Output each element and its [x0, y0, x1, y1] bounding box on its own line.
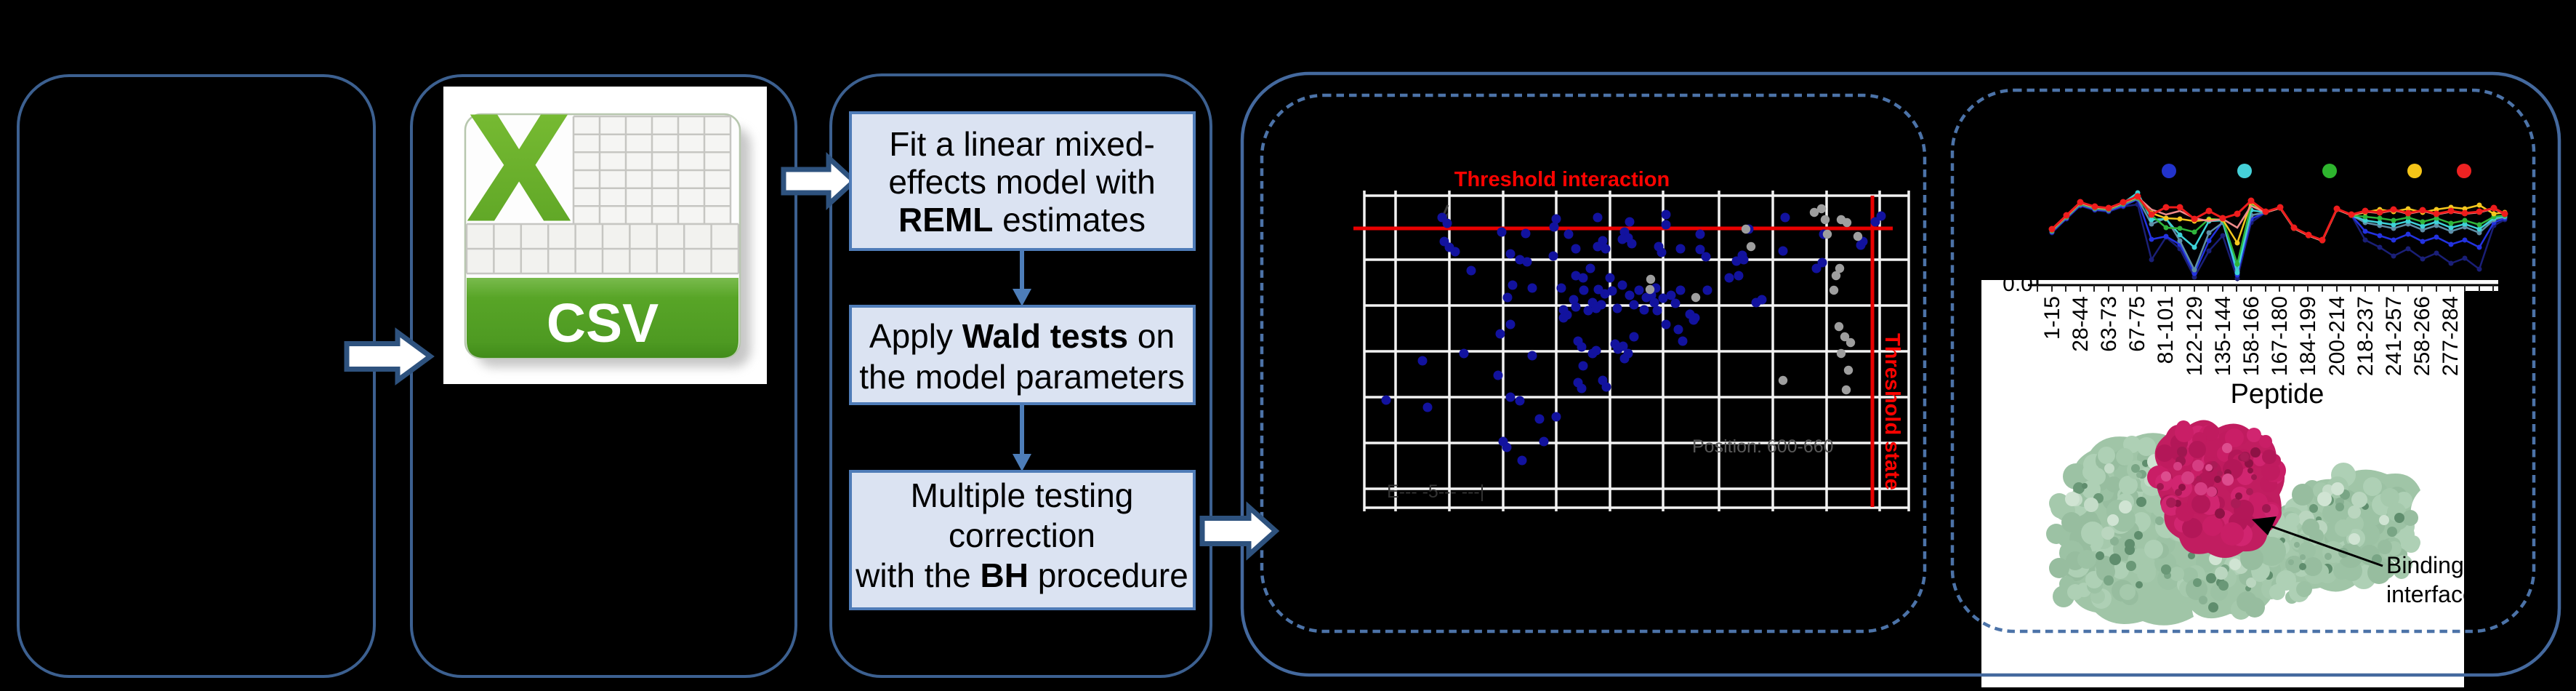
svg-text:63-73: 63-73 — [2097, 296, 2121, 352]
svg-text:81-101: 81-101 — [2154, 296, 2178, 364]
svg-text:258-266: 258-266 — [2410, 296, 2434, 376]
svg-text:Position: 600-660: Position: 600-660 — [1692, 436, 1834, 457]
svg-text:Binding: Binding — [2386, 552, 2464, 578]
svg-text:interface: interface — [2386, 581, 2476, 607]
svg-text:1-15: 1-15 — [2040, 296, 2064, 340]
svg-text:correction: correction — [949, 516, 1095, 554]
svg-text:167-180: 167-180 — [2268, 296, 2292, 376]
svg-text:158-166: 158-166 — [2239, 296, 2263, 376]
svg-text:Threshold state: Threshold state — [1880, 333, 1904, 490]
svg-text:0.0: 0.0 — [2003, 272, 2033, 296]
svg-text:Fit a linear mixed-: Fit a linear mixed- — [889, 125, 1155, 163]
svg-text:CSV: CSV — [547, 292, 659, 354]
svg-text:122-129: 122-129 — [2183, 296, 2207, 376]
svg-text:28-44: 28-44 — [2069, 296, 2093, 352]
svg-text:X: X — [470, 84, 569, 251]
svg-text:with the BH procedure: with the BH procedure — [855, 556, 1188, 594]
svg-text:REML estimates: REML estimates — [898, 201, 1146, 239]
svg-text:135-144: 135-144 — [2211, 296, 2235, 376]
svg-text:Threshold interaction: Threshold interaction — [1454, 168, 1670, 191]
svg-text:the model parameters: the model parameters — [859, 358, 1184, 396]
svg-text:Multiple testing: Multiple testing — [911, 476, 1134, 514]
svg-text:200-214: 200-214 — [2325, 296, 2349, 376]
svg-text:Peptide: Peptide — [2231, 379, 2325, 410]
svg-text:67-75: 67-75 — [2125, 296, 2149, 352]
svg-text:E--- -5--- ---|: E--- -5--- ---| — [1387, 482, 1484, 502]
svg-text:effects model with: effects model with — [888, 163, 1155, 201]
svg-text:184-199: 184-199 — [2296, 296, 2320, 376]
svg-text:218-237: 218-237 — [2354, 296, 2378, 376]
svg-text:277-284: 277-284 — [2439, 296, 2463, 376]
svg-text:241-257: 241-257 — [2382, 296, 2406, 376]
svg-text:Apply Wald tests on: Apply Wald tests on — [869, 317, 1175, 355]
